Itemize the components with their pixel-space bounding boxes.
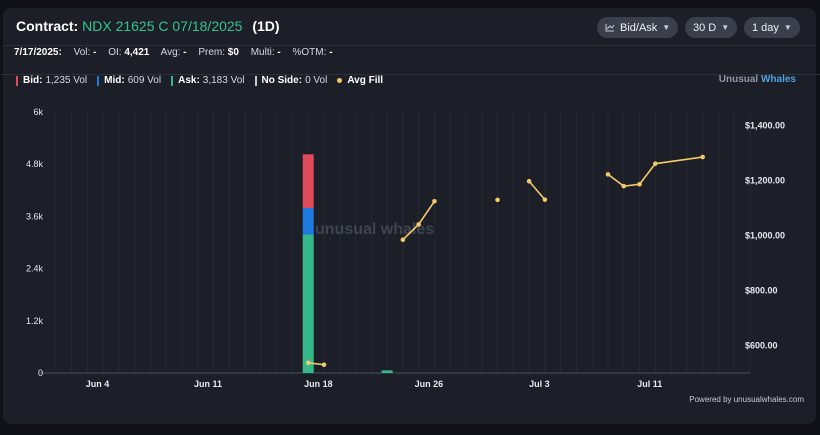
avg-fill-point	[700, 154, 705, 160]
x-tick-label: Jul 3	[529, 379, 550, 389]
avg-fill-point	[653, 161, 658, 166]
chevron-down-icon: ▼	[783, 23, 792, 32]
avg-fill-point	[637, 181, 642, 187]
avg-fill-point	[416, 222, 421, 227]
y-left-tick-label: 2.4k	[26, 264, 44, 274]
x-tick-label: Jul 11	[637, 379, 662, 389]
legend-ask[interactable]: Ask: 3,183 Vol	[171, 75, 245, 86]
legend-avg-fill[interactable]: Avg Fill	[337, 75, 386, 86]
x-tick-label: Jun 26	[415, 379, 444, 389]
avg-fill-point	[495, 197, 500, 203]
stats-row: 7/17/2025: Vol: - OI: 4,421 Avg: - Prem:…	[14, 47, 342, 58]
x-tick-label: Jun 4	[86, 379, 110, 389]
chevron-down-icon: ▼	[721, 23, 730, 32]
range-dropdown[interactable]: 30 D ▼	[685, 17, 738, 38]
stat-multi: Multi: -	[250, 47, 281, 58]
range-label: 30 D	[693, 21, 717, 34]
legend-bid[interactable]: Bid: 1,235 Vol	[16, 75, 87, 86]
avg-fill-point	[305, 360, 311, 366]
legend-no-side[interactable]: No Side: 0 Vol	[254, 75, 327, 86]
avg-fill-point	[621, 183, 627, 189]
divider	[0, 74, 820, 75]
avg-fill-line	[528, 180, 546, 201]
x-tick-label: Jun 18	[304, 379, 333, 389]
volume-bar-mid	[302, 208, 314, 235]
y-right-tick-label: $1,400.00	[745, 121, 785, 131]
avg-fill-point	[605, 172, 611, 177]
chart-card: Contract: NDX 21625 C 07/18/2025 (1D) Bi…	[3, 8, 816, 424]
stats-date: 7/17/2025:	[14, 47, 62, 58]
stat-oi: OI: 4,421	[108, 47, 150, 58]
y-left-tick-label: 0	[38, 368, 43, 378]
contract-title: Contract: NDX 21625 C 07/18/2025 (1D)	[16, 18, 280, 34]
powered-by: Powered by unusualwhales.com	[689, 395, 804, 404]
y-left-tick-label: 1.2k	[26, 316, 44, 326]
stat-vol: Vol: -	[73, 47, 97, 58]
volume-bar-bid	[302, 154, 314, 209]
bid-ask-dropdown[interactable]: Bid/Ask ▼	[597, 17, 679, 38]
interval-label: 1 day	[752, 21, 779, 34]
avg-fill-point	[432, 198, 437, 204]
y-right-tick-label: $600.00	[745, 341, 778, 351]
header-bar: Contract: NDX 21625 C 07/18/2025 (1D) Bi…	[3, 8, 816, 46]
y-right-tick-label: $1,000.00	[745, 231, 785, 241]
y-right-tick-label: $1,200.00	[745, 176, 785, 186]
chart-line-icon	[605, 24, 615, 32]
y-left-tick-label: 4.8k	[26, 159, 44, 169]
interval-dropdown[interactable]: 1 day ▼	[744, 17, 800, 38]
stat-prem: Prem: $0	[198, 47, 239, 58]
avg-fill-line	[308, 362, 325, 366]
title-prefix: Contract:	[16, 18, 79, 34]
legend-mid[interactable]: Mid: 609 Vol	[97, 75, 161, 86]
stat-otm: %OTM: -	[292, 47, 333, 58]
legend: Bid: 1,235 Vol Mid: 609 Vol Ask: 3,183 Vol …	[16, 75, 396, 86]
period-label: (1D)	[252, 18, 280, 34]
volume-bar-ask	[381, 370, 393, 373]
avg-fill-point	[400, 237, 406, 243]
bid-ask-label: Bid/Ask	[620, 21, 658, 34]
avg-fill-point	[321, 362, 327, 368]
avg-fill-point	[526, 178, 532, 184]
chevron-down-icon: ▼	[662, 23, 671, 32]
volume-bar-ask	[302, 234, 314, 373]
stat-avg: Avg: -	[160, 47, 187, 58]
y-left-tick-label: 6k	[33, 107, 43, 117]
x-tick-label: Jun 11	[194, 379, 222, 389]
avg-fill-point	[542, 197, 548, 202]
watermark: unusual whales	[315, 221, 434, 238]
y-right-tick-label: $800.00	[745, 286, 778, 296]
brand-logo: Unusual Whales	[718, 74, 796, 85]
y-left-tick-label: 3.6k	[26, 211, 44, 221]
contract-symbol[interactable]: NDX 21625 C 07/18/2025	[82, 18, 243, 34]
